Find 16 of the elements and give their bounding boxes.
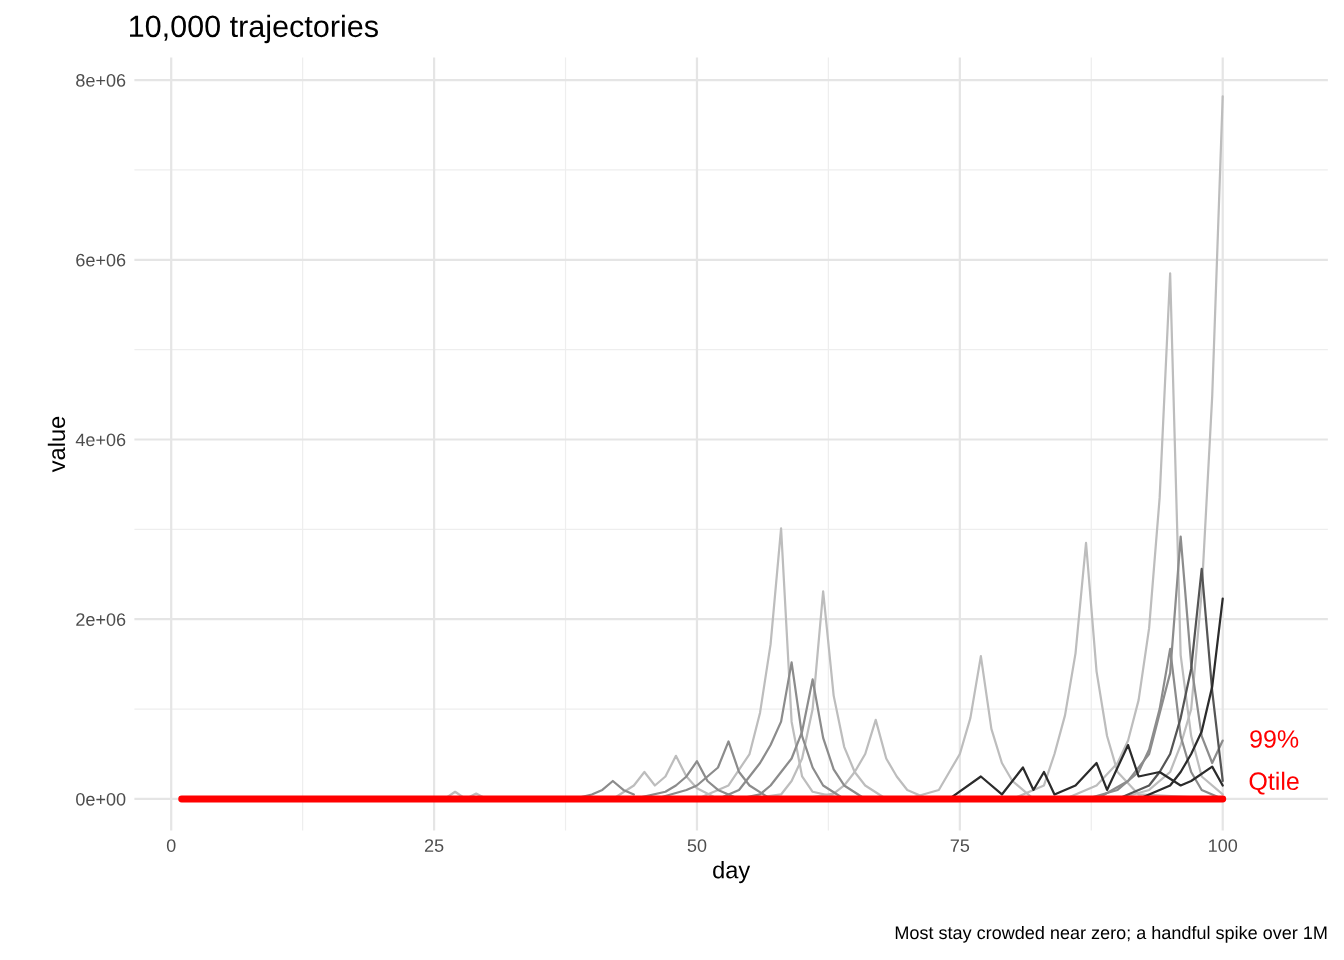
x-tick-label: 0 — [166, 839, 176, 852]
x-tick-label: 25 — [424, 839, 444, 852]
y-tick-label: 6e+06 — [76, 253, 126, 267]
x-tick-label: 75 — [950, 839, 970, 852]
x-tick-label: 100 — [1209, 839, 1238, 852]
annotation: Qtile — [1249, 771, 1299, 795]
y-tick-label: 2e+06 — [76, 613, 126, 626]
y-tick-label: 0e+00 — [76, 792, 126, 806]
chart-title: 10,000 trajectories — [130, 14, 378, 44]
annotation: 99% — [1250, 730, 1299, 748]
text: Most stay crowded near zero; a handful spike over 1M — [895, 925, 1327, 943]
y-tick-label: 8e+06 — [76, 74, 126, 87]
x-axis-title: day — [713, 861, 751, 884]
y-axis-title: value — [47, 416, 66, 473]
x-tick-label: 50 — [687, 839, 707, 852]
y-tick-label: 4e+06 — [75, 433, 126, 447]
